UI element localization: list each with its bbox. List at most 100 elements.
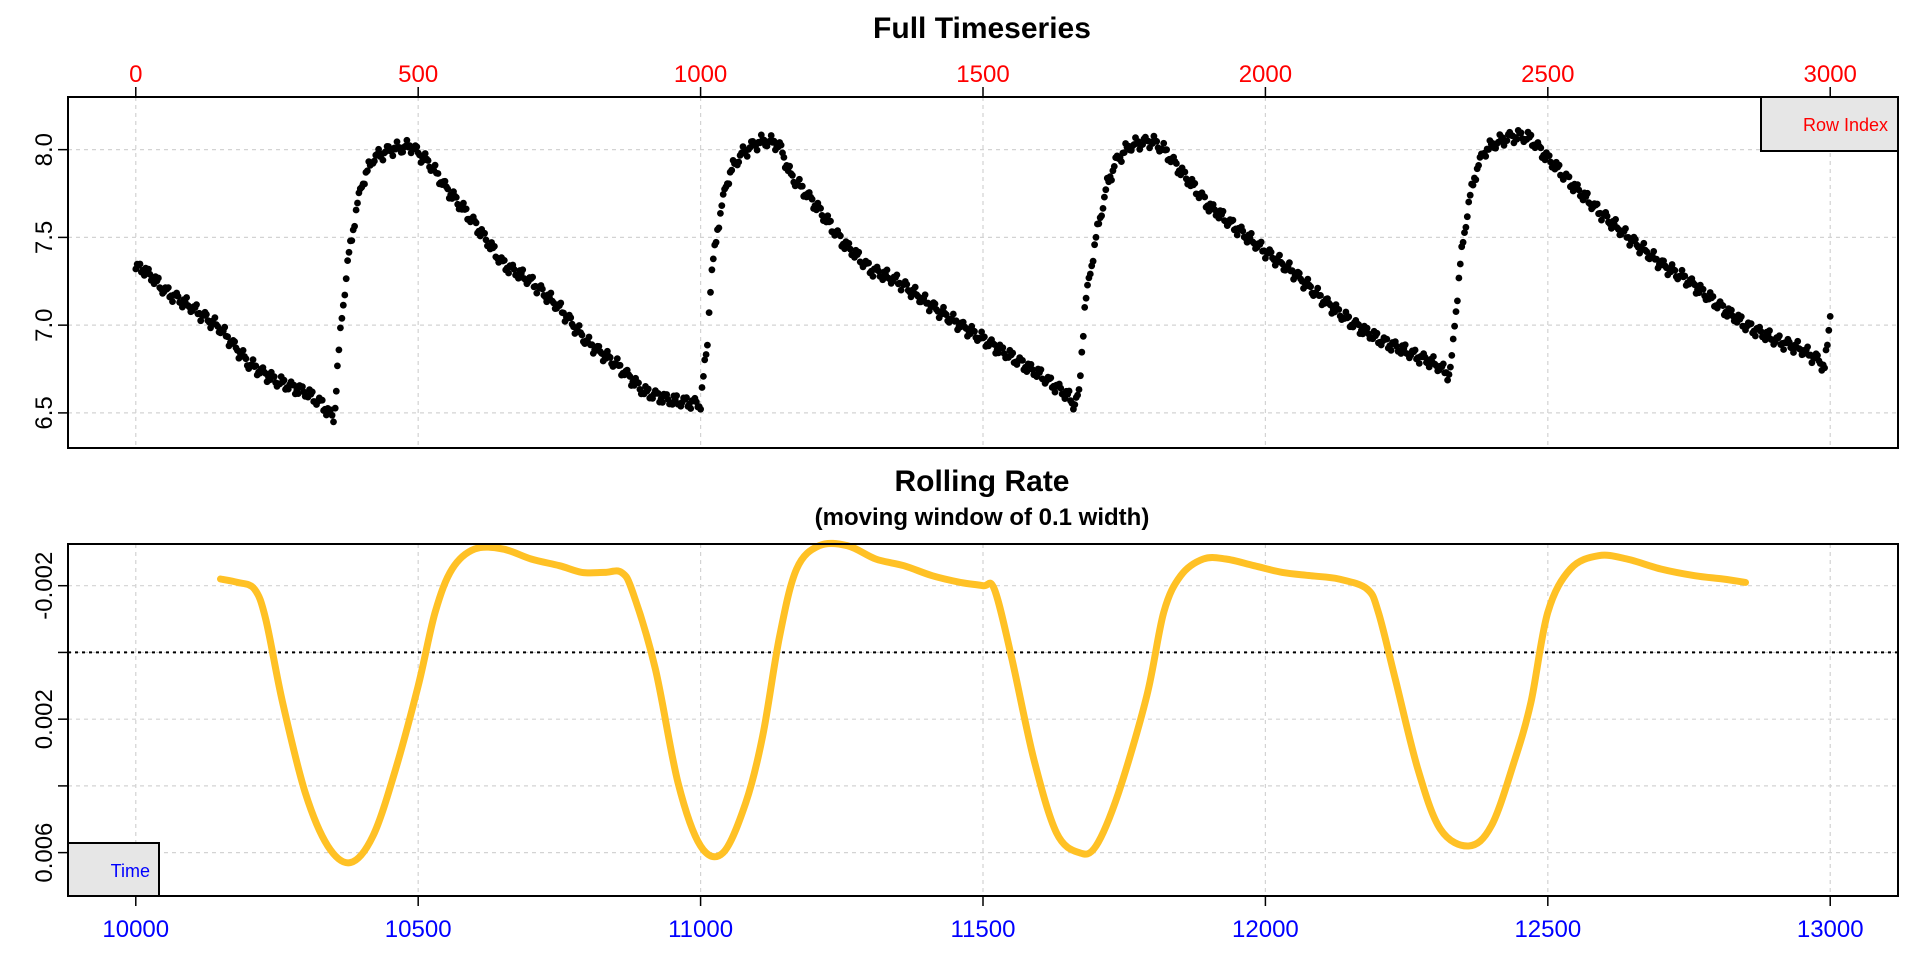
- data-point: [1455, 274, 1463, 282]
- data-point: [1108, 176, 1115, 184]
- data-point: [595, 343, 603, 350]
- data-point: [1383, 335, 1391, 343]
- data-point: [389, 152, 397, 160]
- data-point: [1257, 238, 1265, 246]
- data-point: [1153, 138, 1161, 145]
- data-point: [421, 150, 429, 157]
- data-point: [702, 351, 710, 358]
- data-point: [1027, 361, 1035, 368]
- data-point: [845, 240, 853, 247]
- data-point: [338, 314, 346, 322]
- data-point: [725, 180, 733, 188]
- data-point: [1723, 312, 1731, 320]
- data-point: [728, 166, 736, 174]
- data-point: [1359, 330, 1367, 338]
- data-point: [334, 362, 341, 370]
- data-point: [971, 328, 978, 335]
- full-timeseries-points: [132, 126, 1834, 426]
- data-point: [1785, 338, 1793, 346]
- data-point: [1463, 213, 1471, 221]
- data-point: [294, 390, 302, 397]
- data-point: [533, 289, 541, 297]
- data-point: [903, 281, 911, 288]
- data-point: [1790, 349, 1797, 356]
- data-point: [547, 289, 555, 297]
- data-point: [1448, 352, 1456, 359]
- data-point: [1086, 270, 1094, 278]
- data-point: [1037, 366, 1045, 373]
- top-axis-tick-label: 2000: [1239, 61, 1292, 88]
- data-point: [1120, 149, 1128, 157]
- data-point: [1454, 297, 1461, 305]
- data-point: [1804, 343, 1811, 351]
- data-point: [1825, 326, 1833, 334]
- data-point: [1071, 401, 1079, 408]
- rolling-rate-subtitle: (moving window of 0.1 width): [815, 504, 1150, 531]
- data-point: [1622, 225, 1629, 232]
- data-point: [1262, 254, 1269, 262]
- data-point: [659, 399, 666, 406]
- data-point: [921, 291, 929, 299]
- data-point: [557, 299, 565, 307]
- data-point: [1089, 257, 1097, 265]
- data-point: [1821, 364, 1828, 372]
- data-point: [798, 182, 806, 190]
- data-point: [1555, 161, 1563, 169]
- y-axis-tick-label: 0.006: [31, 823, 58, 883]
- data-point: [1598, 216, 1605, 224]
- data-point: [875, 267, 882, 275]
- data-point: [683, 394, 690, 402]
- data-point: [1517, 129, 1525, 137]
- data-point: [1074, 391, 1081, 399]
- data-point: [1451, 322, 1458, 330]
- data-point: [379, 156, 387, 164]
- data-point: [1475, 162, 1482, 169]
- data-point: [1078, 348, 1086, 356]
- data-point: [718, 202, 726, 210]
- data-point: [203, 311, 210, 318]
- data-point: [743, 153, 751, 160]
- data-point: [1355, 321, 1362, 329]
- data-point: [942, 311, 950, 319]
- data-point: [211, 314, 219, 322]
- y-axis-tick-label: -0.002: [31, 552, 58, 620]
- data-point: [1421, 353, 1429, 361]
- data-point: [827, 217, 834, 225]
- data-point: [1209, 201, 1217, 208]
- data-point: [786, 162, 793, 170]
- x-axis-tick-label: 12500: [1514, 916, 1581, 943]
- row-index-axis-label-box: Row Index: [1760, 96, 1899, 152]
- data-point: [846, 245, 854, 253]
- data-point: [1081, 304, 1089, 311]
- data-point: [444, 185, 452, 193]
- data-point: [588, 341, 596, 349]
- data-point: [434, 170, 442, 177]
- data-point: [431, 161, 439, 169]
- x-axis-tick-label: 10000: [102, 916, 169, 943]
- data-point: [704, 341, 711, 349]
- data-point: [345, 248, 353, 256]
- x-axis-tick-label: 11500: [951, 916, 1016, 943]
- data-point: [1163, 146, 1170, 154]
- data-point: [1653, 255, 1660, 263]
- data-point: [491, 243, 498, 250]
- data-point: [1728, 306, 1735, 314]
- data-point: [1603, 212, 1611, 220]
- data-point: [539, 285, 546, 293]
- data-point: [1584, 189, 1591, 197]
- data-point: [1084, 281, 1091, 289]
- data-point: [1814, 352, 1821, 359]
- data-point: [337, 324, 344, 332]
- data-point: [1082, 294, 1090, 302]
- top-axis-tick-label: 0: [129, 61, 142, 88]
- data-point: [1593, 200, 1601, 208]
- data-point: [1503, 137, 1511, 145]
- data-point: [1047, 374, 1055, 382]
- data-point: [669, 400, 676, 408]
- data-point: [1439, 360, 1447, 368]
- data-point: [687, 405, 695, 412]
- data-point: [879, 276, 887, 284]
- rolling-rate-series-line: [217, 539, 1749, 867]
- data-point: [1092, 233, 1100, 241]
- data-point: [371, 157, 378, 165]
